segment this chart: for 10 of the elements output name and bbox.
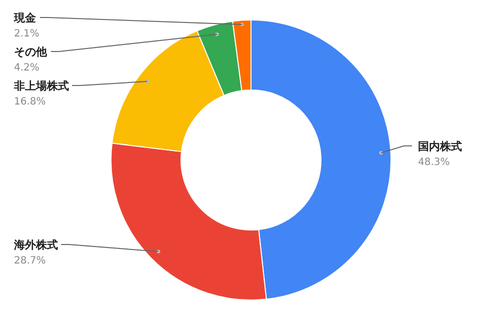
data-label: 4.2%	[14, 62, 40, 74]
data-label: 2.1%	[14, 28, 40, 40]
slice-label: 現金	[13, 11, 37, 24]
data-label: 48.3%	[418, 156, 450, 168]
slice-label: その他	[14, 45, 48, 58]
data-label: 16.8%	[14, 96, 46, 108]
slice-label: 国内株式	[418, 140, 462, 153]
slice-label: 海外株式	[13, 238, 58, 252]
slice-label: 非上場株式	[13, 79, 69, 92]
data-label: 28.7%	[14, 256, 46, 267]
